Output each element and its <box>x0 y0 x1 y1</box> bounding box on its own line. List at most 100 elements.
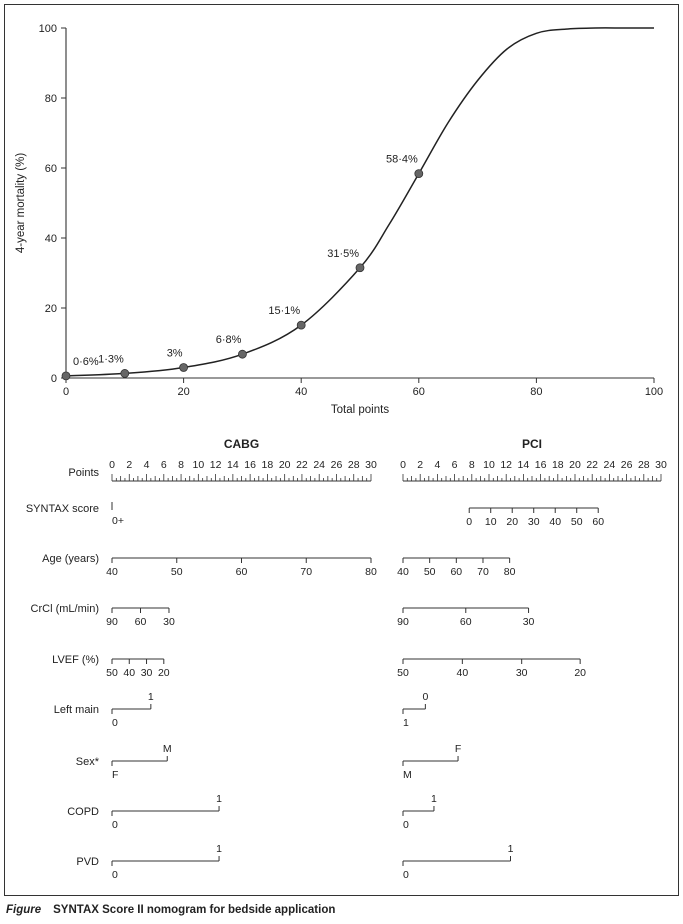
points-tick-label: 10 <box>192 459 204 471</box>
row-label: Left main <box>54 704 99 716</box>
data-point-label: 3% <box>167 348 183 360</box>
scale-tick-label: 60 <box>135 616 147 628</box>
figure-caption: Figure SYNTAX Score II nomogram for bedsi… <box>6 904 335 916</box>
data-point-label: 31·5% <box>327 248 359 260</box>
points-tick-label: 8 <box>469 459 475 471</box>
scale-tick-label: 40 <box>397 566 409 578</box>
y-axis-title: 4-year mortality (%) <box>15 153 27 253</box>
marker-tick-label: 0+ <box>112 515 124 527</box>
x-tick-label: 40 <box>295 386 307 398</box>
binary-high-label: 1 <box>216 793 222 805</box>
points-tick-label: 14 <box>518 459 530 471</box>
points-tick-label: 6 <box>161 459 167 471</box>
points-tick-label: 30 <box>655 459 667 471</box>
row-label: COPD <box>67 806 99 818</box>
points-tick-label: 16 <box>535 459 547 471</box>
y-tick-label: 60 <box>45 163 57 175</box>
points-tick-label: 16 <box>244 459 256 471</box>
row-label: Points <box>68 467 99 479</box>
points-tick-label: 22 <box>586 459 598 471</box>
binary-low-label: 1 <box>403 717 409 729</box>
data-point-label: 58·4% <box>386 154 418 166</box>
binary-high-label: F <box>455 743 461 755</box>
x-tick-label: 80 <box>530 386 542 398</box>
points-tick-label: 6 <box>452 459 458 471</box>
scale-tick-label: 40 <box>456 667 468 679</box>
scale-tick-label: 50 <box>424 566 436 578</box>
mortality-curve-chart: 0 20 40 60 80 100 0 20 40 60 80 100 Total points 4-ye… <box>15 23 663 416</box>
scale-tick-label: 60 <box>450 566 462 578</box>
points-tick-label: 2 <box>417 459 423 471</box>
data-point <box>414 169 424 179</box>
points-tick-label: 26 <box>621 459 633 471</box>
scale-tick-label: 90 <box>397 616 409 628</box>
points-tick-label: 4 <box>434 459 440 471</box>
binary-low-label: 0 <box>112 819 118 831</box>
y-tick-label: 0 <box>51 373 57 385</box>
y-tick-label: 40 <box>45 233 57 245</box>
points-tick-label: 12 <box>210 459 222 471</box>
points-tick-label: 22 <box>296 459 308 471</box>
data-point-label: 1·3% <box>98 353 124 365</box>
binary-low-label: 0 <box>112 869 118 881</box>
data-point-label: 6·8% <box>216 334 242 346</box>
points-tick-label: 30 <box>365 459 377 471</box>
binary-high-label: 1 <box>148 691 154 703</box>
binary-high-label: 1 <box>431 793 437 805</box>
points-tick-label: 12 <box>500 459 512 471</box>
scale-tick-label: 40 <box>123 667 135 679</box>
nomogram-scales: Points SYNTAX score Age (years) CrCl (mL/mi… <box>26 437 667 881</box>
binary-low-label: 0 <box>403 869 409 881</box>
data-point <box>237 349 247 359</box>
y-tick-label: 80 <box>45 93 57 105</box>
binary-low-label: 0 <box>403 819 409 831</box>
row-label: LVEF (%) <box>52 654 99 666</box>
scale-tick-label: 60 <box>592 516 604 528</box>
scale-tick-label: 30 <box>141 667 153 679</box>
figure-label: Figure <box>6 904 42 916</box>
scale-tick-label: 0 <box>466 516 472 528</box>
panel-title: PCI <box>522 437 542 451</box>
data-point-label: 15·1% <box>268 305 300 317</box>
x-tick-label: 60 <box>413 386 425 398</box>
y-tick-label: 100 <box>39 23 57 35</box>
x-tick-label: 20 <box>177 386 189 398</box>
scale-tick-label: 30 <box>528 516 540 528</box>
points-tick-label: 2 <box>126 459 132 471</box>
scale-tick-label: 20 <box>506 516 518 528</box>
scale-tick-label: 40 <box>106 566 118 578</box>
row-label: SYNTAX score <box>26 503 99 515</box>
data-point <box>179 363 189 372</box>
panel-title: CABG <box>224 437 259 451</box>
points-tick-label: 18 <box>552 459 564 471</box>
scale-tick-label: 90 <box>106 616 118 628</box>
points-tick-label: 10 <box>483 459 495 471</box>
points-tick-label: 20 <box>279 459 291 471</box>
data-point <box>296 320 306 330</box>
row-label: Sex* <box>76 756 100 768</box>
y-tick-label: 20 <box>45 303 57 315</box>
binary-high-label: 1 <box>508 843 514 855</box>
points-tick-label: 18 <box>262 459 274 471</box>
data-point <box>61 371 71 381</box>
data-point <box>120 369 130 378</box>
scale-tick-label: 80 <box>504 566 516 578</box>
row-label: Age (years) <box>42 553 99 565</box>
points-tick-label: 14 <box>227 459 239 471</box>
points-tick-label: 28 <box>348 459 360 471</box>
points-tick-label: 4 <box>144 459 150 471</box>
points-tick-label: 20 <box>569 459 581 471</box>
scale-tick-label: 30 <box>163 616 175 628</box>
x-tick-label: 0 <box>63 386 69 398</box>
scale-tick-label: 50 <box>397 667 409 679</box>
data-point <box>355 263 365 273</box>
binary-high-label: M <box>163 743 172 755</box>
row-label: PVD <box>76 856 99 868</box>
scale-tick-label: 60 <box>460 616 472 628</box>
scale-tick-label: 80 <box>365 566 377 578</box>
figure-frame <box>4 4 679 896</box>
scale-tick-label: 70 <box>477 566 489 578</box>
x-tick-label: 100 <box>645 386 663 398</box>
points-tick-label: 8 <box>178 459 184 471</box>
